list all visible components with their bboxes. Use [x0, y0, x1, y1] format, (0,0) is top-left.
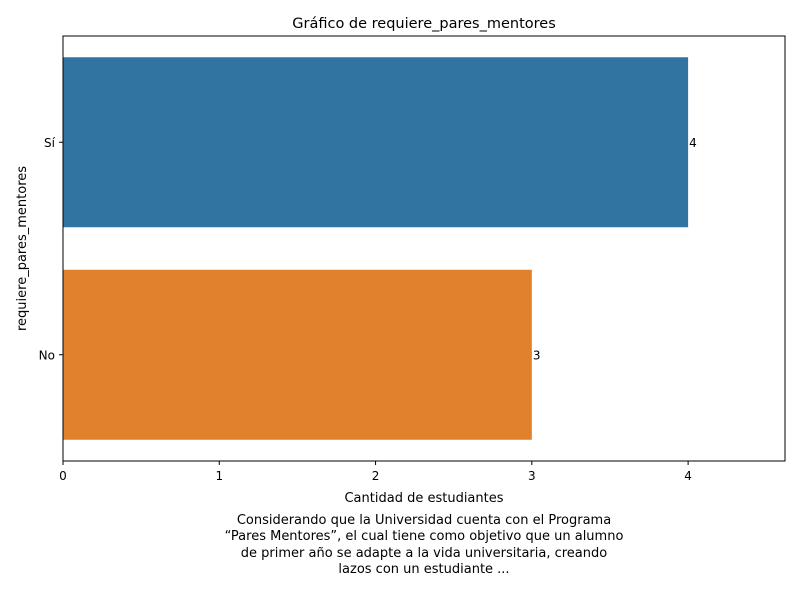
y-axis-label: requiere_pares_mentores: [15, 166, 30, 331]
plot-frame: [62, 35, 786, 462]
caption-line-2: “Pares Mentores”, el cual tiene como obj…: [224, 529, 624, 545]
y-axis-ticks: Sí No: [39, 136, 63, 362]
data-label-1: 3: [533, 348, 541, 362]
x-tick-label-1: 1: [215, 469, 223, 483]
chart-title: Gráfico de requiere_pares_mentores: [292, 16, 556, 32]
bars-group: [63, 57, 689, 440]
data-label-0: 4: [689, 136, 697, 150]
x-tick-label-0: 0: [59, 469, 67, 483]
x-tick-label-4: 4: [684, 469, 692, 483]
caption-line-3: de primer año se adapte a la vida univer…: [240, 545, 608, 561]
y-tick-label-1: No: [39, 348, 55, 362]
caption-line-4: lazos con un estudiante ...: [338, 562, 510, 578]
bar-1: [63, 269, 532, 440]
chart-caption: Considerando que la Universidad cuenta c…: [150, 513, 698, 579]
x-tick-label-2: 2: [372, 469, 380, 483]
x-axis-label: Cantidad de estudiantes: [344, 491, 503, 506]
y-tick-label-0: Sí: [44, 136, 56, 150]
bar-0: [63, 57, 689, 228]
x-axis-ticks: 0 1 2 3 4: [59, 461, 692, 483]
x-tick-label-3: 3: [528, 469, 536, 483]
data-labels: 43: [533, 136, 697, 363]
caption-line-1: Considerando que la Universidad cuenta c…: [236, 513, 612, 528]
